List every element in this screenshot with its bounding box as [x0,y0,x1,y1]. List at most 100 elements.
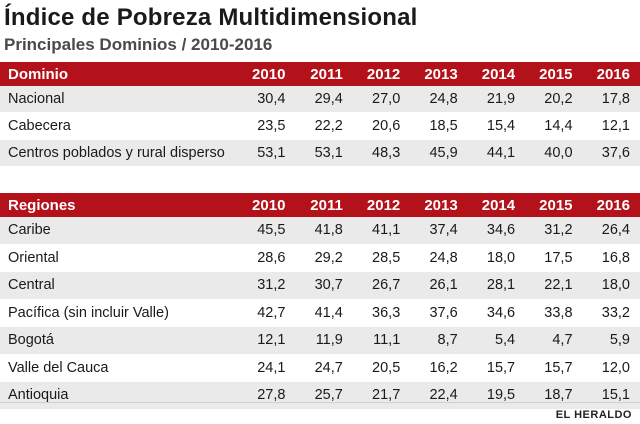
regiones-table: Regiones 2010 2011 2012 2013 2014 2015 2… [0,193,640,410]
value-cell: 12,1 [582,112,640,140]
value-cell: 23,5 [238,112,296,140]
value-cell: 34,6 [467,217,526,245]
value-cell: 17,8 [582,86,640,113]
table-row: Pacífica (sin incluir Valle) 42,7 41,4 36,3… [0,299,640,327]
year-header: 2013 [410,62,468,86]
value-cell: 16,8 [582,244,640,272]
table-row: Valle del Cauca 24,1 24,7 20,5 16,2 15,7 15,7 1… [0,354,640,382]
year-header: 2010 [238,193,296,217]
value-cell: 36,3 [352,299,411,327]
year-header: 2014 [467,193,526,217]
value-cell: 29,2 [295,244,353,272]
value-cell: 22,1 [525,271,583,300]
year-header: 2011 [295,193,353,217]
value-cell: 29,4 [295,86,353,113]
value-cell: 40,0 [525,139,583,167]
value-cell: 20,2 [525,86,583,113]
year-header: 2016 [582,193,640,217]
dominio-table: Dominio 2010 2011 2012 2013 2014 2015 20… [0,62,640,167]
value-cell: 24,8 [410,244,468,272]
value-cell: 5,4 [467,326,526,355]
value-cell: 37,6 [582,139,640,167]
page-subtitle: Principales Dominios / 2010-2016 [4,35,273,54]
value-cell: 20,5 [352,354,411,382]
year-header: 2016 [582,62,640,86]
table-row: Nacional 30,4 29,4 27,0 24,8 21,9 20,2 17,8 [0,86,640,113]
value-cell: 28,6 [238,244,296,272]
dominio-body: Nacional 30,4 29,4 27,0 24,8 21,9 20,2 17,8 Cabe… [0,86,640,167]
value-cell: 19,5 [467,381,526,410]
row-label: Oriental [0,244,238,272]
year-header: 2012 [352,62,411,86]
value-cell: 31,2 [525,217,583,245]
value-cell: 8,7 [410,326,468,355]
value-cell: 18,0 [582,271,640,300]
table-row: Bogotá 12,1 11,9 11,1 8,7 5,4 4,7 5,9 [0,326,640,355]
dominio-header-row: Dominio 2010 2011 2012 2013 2014 2015 20… [0,62,640,86]
value-cell: 15,1 [582,381,640,410]
row-label: Central [0,271,238,300]
value-cell: 53,1 [295,139,353,167]
value-cell: 15,4 [467,112,526,140]
value-cell: 42,7 [238,299,296,327]
value-cell: 33,8 [525,299,583,327]
table-row: Caribe 45,5 41,8 41,1 37,4 34,6 31,2 26,4 [0,217,640,245]
footer-divider [0,402,640,403]
value-cell: 21,9 [467,86,526,113]
value-cell: 53,1 [238,139,296,167]
year-header: 2015 [525,62,583,86]
page-title: Índice de Pobreza Multidimensional [4,4,418,31]
value-cell: 37,6 [410,299,468,327]
row-label: Antioquia [0,381,238,410]
value-cell: 44,1 [467,139,526,167]
value-cell: 20,6 [352,112,411,140]
value-cell: 18,5 [410,112,468,140]
value-cell: 11,9 [295,326,353,355]
year-header: 2014 [467,62,526,86]
value-cell: 5,9 [582,326,640,355]
value-cell: 25,7 [295,381,353,410]
regiones-body: Caribe 45,5 41,8 41,1 37,4 34,6 31,2 26,4 Orient… [0,217,640,410]
year-header: 2015 [525,193,583,217]
dominio-header-label: Dominio [0,62,238,86]
value-cell: 18,0 [467,244,526,272]
value-cell: 28,1 [467,271,526,300]
value-cell: 15,7 [467,354,526,382]
year-header: 2011 [295,62,353,86]
regiones-header-label: Regiones [0,193,238,217]
value-cell: 37,4 [410,217,468,245]
regiones-header-row: Regiones 2010 2011 2012 2013 2014 2015 2… [0,193,640,217]
value-cell: 24,8 [410,86,468,113]
row-label: Caribe [0,217,238,245]
value-cell: 30,7 [295,271,353,300]
value-cell: 30,4 [238,86,296,113]
value-cell: 26,7 [352,271,411,300]
row-label: Pacífica (sin incluir Valle) [0,299,238,327]
value-cell: 45,9 [410,139,468,167]
row-label: Cabecera [0,112,238,140]
table-row: Antioquia 27,8 25,7 21,7 22,4 19,5 18,7 15,1 [0,381,640,410]
row-label: Valle del Cauca [0,354,238,382]
value-cell: 4,7 [525,326,583,355]
value-cell: 15,7 [525,354,583,382]
value-cell: 26,1 [410,271,468,300]
value-cell: 48,3 [352,139,411,167]
value-cell: 21,7 [352,381,411,410]
value-cell: 41,4 [295,299,353,327]
value-cell: 28,5 [352,244,411,272]
value-cell: 24,7 [295,354,353,382]
value-cell: 45,5 [238,217,296,245]
value-cell: 12,1 [238,326,296,355]
year-header: 2013 [410,193,468,217]
value-cell: 27,8 [238,381,296,410]
year-header: 2012 [352,193,411,217]
row-label: Bogotá [0,326,238,355]
year-header: 2010 [238,62,296,86]
publisher-credit: EL HERALDO [555,409,632,421]
value-cell: 22,4 [410,381,468,410]
value-cell: 31,2 [238,271,296,300]
value-cell: 11,1 [352,326,411,355]
value-cell: 18,7 [525,381,583,410]
value-cell: 34,6 [467,299,526,327]
value-cell: 41,8 [295,217,353,245]
